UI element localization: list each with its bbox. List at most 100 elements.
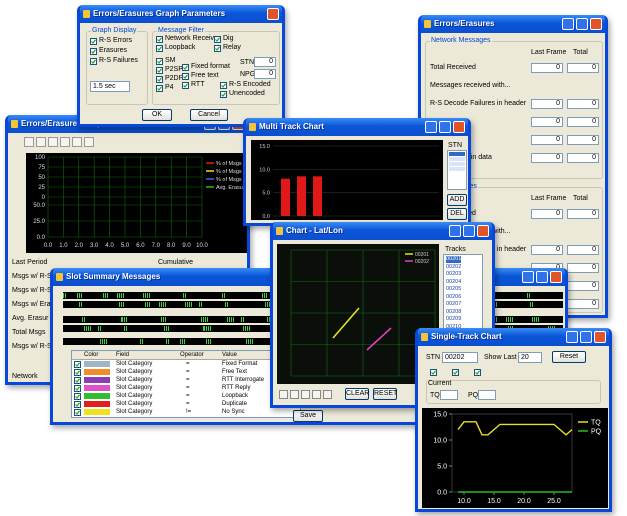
list-item[interactable]: [449, 152, 465, 156]
slot-marker: [145, 302, 150, 307]
label: Duplicate: [222, 401, 248, 407]
checkbox[interactable]: [474, 369, 481, 376]
window-button[interactable]: [580, 331, 592, 343]
label: Fixed format: [191, 63, 230, 70]
toolbar-button[interactable]: [84, 137, 94, 147]
checkbox[interactable]: [430, 369, 437, 376]
check-mark: [75, 410, 80, 415]
label: 00208: [446, 308, 462, 315]
label: Single-Track Chart: [431, 332, 502, 341]
checkbox[interactable]: [74, 361, 81, 368]
toolbar-button[interactable]: [60, 137, 70, 147]
checkbox[interactable]: [182, 64, 189, 71]
checkbox[interactable]: [156, 36, 163, 43]
checkbox[interactable]: [90, 48, 97, 55]
check-mark: [215, 37, 220, 42]
toolbar-button[interactable]: [312, 390, 321, 399]
dropdown[interactable]: 1.5 sec: [90, 81, 130, 92]
text-box: 0: [567, 117, 599, 127]
button[interactable]: DEL: [447, 208, 467, 220]
window-button[interactable]: [463, 225, 475, 237]
button[interactable]: Cancel: [190, 109, 228, 121]
close-button[interactable]: [550, 271, 562, 283]
toolbar-button[interactable]: [323, 390, 332, 399]
list-item[interactable]: [449, 167, 465, 171]
checkbox[interactable]: [74, 385, 81, 392]
color-swatch: [84, 409, 110, 415]
label: RTT Reply: [222, 385, 251, 391]
checkbox[interactable]: [90, 58, 97, 65]
checkbox[interactable]: [452, 369, 459, 376]
window-button[interactable]: [439, 121, 451, 133]
toolbar-button[interactable]: [24, 137, 34, 147]
label: Relay: [223, 44, 241, 51]
toolbar-button[interactable]: [72, 137, 82, 147]
checkbox[interactable]: [220, 82, 227, 89]
checkbox[interactable]: [182, 73, 189, 80]
checkbox[interactable]: [74, 409, 81, 416]
toolbar-button[interactable]: [290, 390, 299, 399]
toolbar-button[interactable]: [36, 137, 46, 147]
checkbox[interactable]: [156, 76, 163, 83]
window-button[interactable]: [536, 271, 548, 283]
check-mark: [157, 37, 162, 42]
check-mark: [91, 59, 96, 64]
checkbox[interactable]: [220, 91, 227, 98]
checkbox[interactable]: [74, 393, 81, 400]
toolbar-button[interactable]: [301, 390, 310, 399]
window-icon: [424, 20, 431, 28]
toolbar-button[interactable]: [279, 390, 288, 399]
close-button[interactable]: [594, 331, 606, 343]
check-mark: [221, 83, 226, 88]
check-mark: [157, 59, 162, 64]
dropdown[interactable]: 00202: [442, 352, 478, 363]
window-button[interactable]: [425, 121, 437, 133]
checkbox[interactable]: [214, 36, 221, 43]
label: 00204: [446, 278, 462, 285]
label: =: [186, 377, 190, 383]
button[interactable]: Reset: [552, 351, 586, 363]
slot-marker: [122, 317, 127, 322]
check-mark: [91, 49, 96, 54]
checkbox[interactable]: [74, 401, 81, 408]
close-button[interactable]: [590, 18, 602, 30]
checkbox[interactable]: [156, 67, 163, 74]
close-button[interactable]: [477, 225, 489, 237]
checkbox[interactable]: [90, 38, 97, 45]
label: !=: [186, 409, 192, 415]
checkbox[interactable]: [156, 45, 163, 52]
toolbar-button[interactable]: [48, 137, 58, 147]
checkbox[interactable]: [156, 58, 163, 65]
slot-marker: [140, 339, 143, 344]
list-item[interactable]: [449, 162, 465, 166]
label: Network Messages: [430, 37, 492, 45]
window-button[interactable]: [566, 331, 578, 343]
checkbox[interactable]: [74, 377, 81, 384]
text-box: 0: [567, 245, 599, 255]
button[interactable]: Save: [293, 410, 323, 422]
window-button[interactable]: [562, 18, 574, 30]
button[interactable]: ADD: [447, 194, 467, 206]
window-button[interactable]: [449, 225, 461, 237]
slot-marker: [222, 293, 225, 298]
window-button[interactable]: [522, 271, 534, 283]
color-swatch: [84, 393, 110, 399]
button[interactable]: CLEAR: [345, 388, 369, 400]
button[interactable]: OK: [142, 109, 172, 121]
checkbox[interactable]: [214, 45, 221, 52]
button[interactable]: RESET: [373, 388, 397, 400]
checkbox[interactable]: [182, 82, 189, 89]
dropdown[interactable]: 20: [518, 352, 542, 363]
list-item[interactable]: [449, 157, 465, 161]
checkbox[interactable]: [74, 369, 81, 376]
label: Network: [12, 373, 38, 380]
close-button[interactable]: [267, 8, 279, 20]
x-tick-label: 7.0: [152, 243, 161, 249]
text-box: 0: [531, 99, 563, 109]
window-button[interactable]: [576, 18, 588, 30]
close-button[interactable]: [453, 121, 465, 133]
slot-marker: [159, 302, 166, 307]
checkbox[interactable]: [156, 85, 163, 92]
label: Errors/Erasures Graph: [21, 119, 108, 128]
track-line: [366, 327, 392, 351]
